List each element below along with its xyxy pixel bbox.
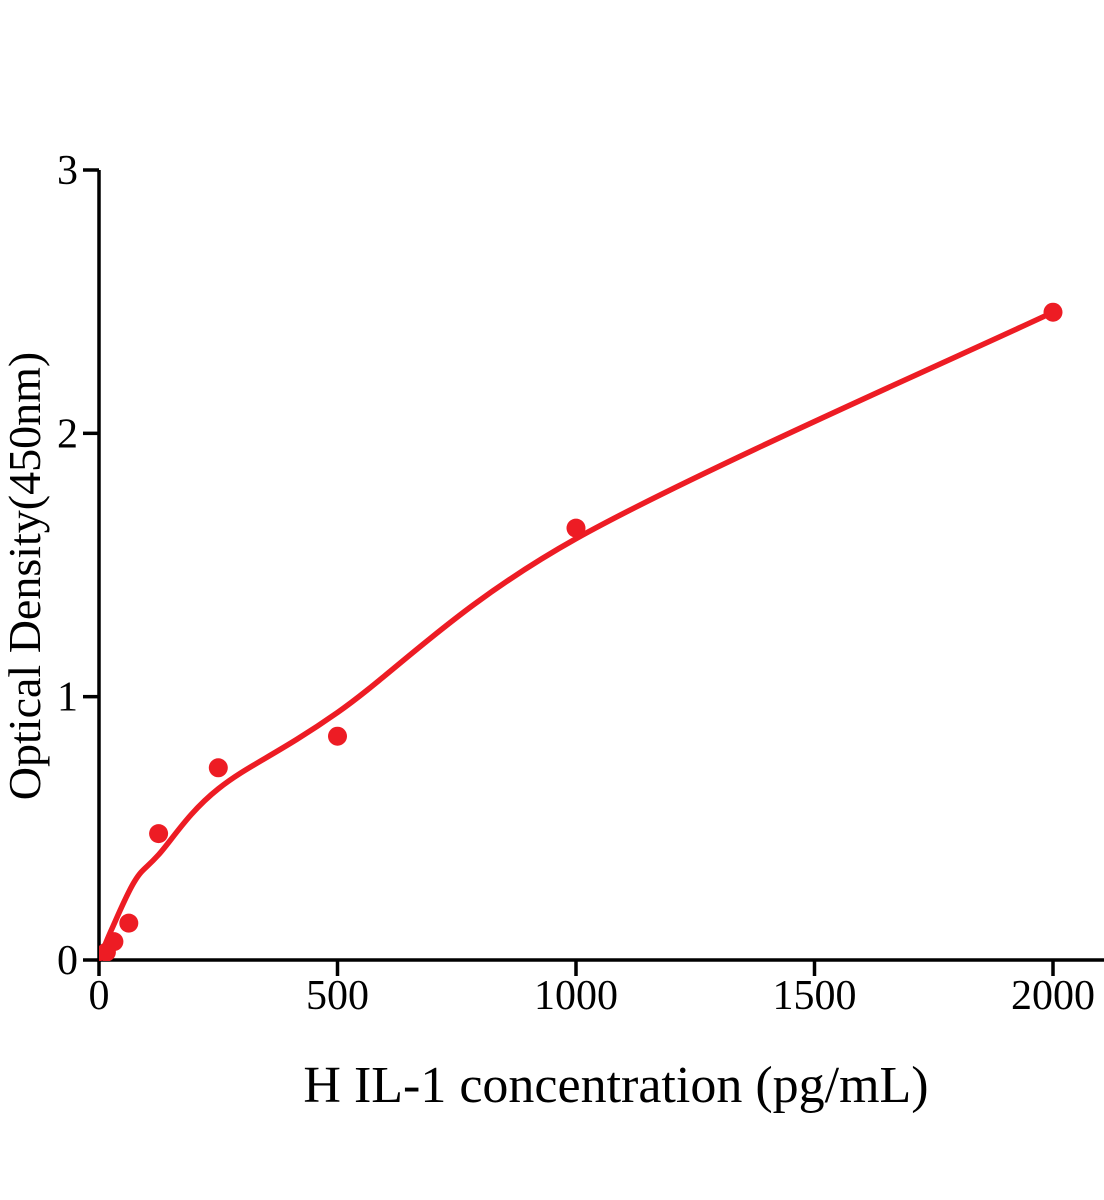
x-tick-label: 0 [89,973,110,1019]
y-tick-label: 3 [57,148,78,194]
fit-curve-path [99,309,1056,961]
data-point [149,824,169,844]
data-point [328,726,347,746]
x-tick-label: 2000 [1011,973,1095,1019]
data-point [1043,302,1063,322]
tick-labels-group: 0 500 1000 1500 2000 0 1 2 3 [57,148,1095,1019]
y-tick-label: 1 [57,675,78,721]
y-axis-title: Optical Density(450nm) [0,352,50,800]
axes [83,168,1104,976]
data-point [566,518,586,538]
x-axis-title: H IL-1 concentration (pg/mL) [303,1057,928,1114]
y-tick-label: 0 [57,938,78,984]
data-point [119,913,139,933]
fitted-curve-group [99,309,1056,961]
data-point [104,932,124,952]
x-tick-label: 1500 [773,973,857,1019]
data-points-group [99,302,1063,961]
data-point [208,758,228,778]
x-tick-label: 1000 [534,973,618,1019]
x-tick-label: 500 [306,973,369,1019]
y-tick-label: 2 [57,411,78,457]
